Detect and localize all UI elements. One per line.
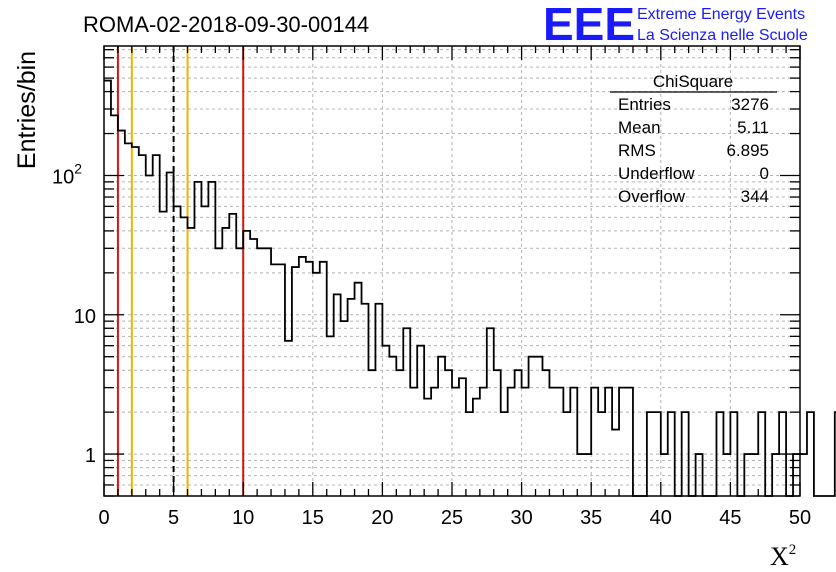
- y-axis-label: Entries/bin: [13, 51, 41, 169]
- stats-row-value: 0: [760, 164, 769, 183]
- stats-row-label: Overflow: [618, 187, 686, 206]
- x-tick-label: 5: [168, 507, 179, 529]
- stats-row-value: 6.895: [726, 141, 769, 160]
- y-tick-label: 102: [52, 160, 82, 188]
- stats-row-value: 3276: [731, 95, 769, 114]
- stats-box: ChiSquare Entries 3276 Mean 5.11 RMS 6.895 Und…: [610, 72, 777, 206]
- logo-mark: EEE: [543, 0, 635, 50]
- stats-row-label: Underflow: [618, 164, 695, 183]
- x-tick-label: 0: [98, 507, 109, 529]
- x-axis-label-sup: 2: [789, 542, 797, 558]
- y-tick-label-base: 10: [52, 166, 74, 188]
- stats-row-label: RMS: [618, 141, 656, 160]
- logo-line2: La Scienza nelle Scuole: [637, 27, 808, 44]
- x-tick-label: 45: [719, 507, 741, 529]
- x-tick-label: 35: [580, 507, 602, 529]
- stats-row-label: Entries: [618, 95, 671, 114]
- x-tick-label: 25: [441, 507, 463, 529]
- stats-row-value: 5.11: [737, 118, 769, 137]
- y-tick-label: 1: [85, 445, 96, 467]
- logo-line1: Extreme Energy Events: [637, 6, 805, 23]
- y-tick-label: 10: [74, 306, 96, 328]
- x-tick-label: 50: [789, 507, 811, 529]
- x-tick-label: 40: [650, 507, 672, 529]
- histogram-outline: [104, 79, 836, 497]
- marker-lines: [116, 46, 245, 496]
- x-tick-label: 20: [371, 507, 393, 529]
- chart-title: ROMA-02-2018-09-30-00144: [83, 12, 369, 37]
- eee-logo: EEE Extreme Energy Events La Scienza nel…: [543, 0, 808, 50]
- y-tick-label-exponent: 2: [74, 160, 82, 176]
- x-tick-labels: 0 5 10 15 20 25 30 35 40 45 50: [98, 507, 811, 529]
- x-axis-label: X2: [770, 542, 796, 571]
- x-tick-label: 30: [510, 507, 532, 529]
- x-axis-label-base: X: [770, 542, 789, 571]
- stats-row-label: Mean: [618, 118, 661, 137]
- x-tick-label: 15: [302, 507, 324, 529]
- histogram-bars: [104, 79, 836, 497]
- stats-row-value: 344: [741, 187, 769, 206]
- x-tick-label: 10: [232, 507, 254, 529]
- grid-lines: [104, 46, 800, 496]
- stats-title: ChiSquare: [653, 72, 733, 91]
- axis-ticks: [103, 46, 801, 497]
